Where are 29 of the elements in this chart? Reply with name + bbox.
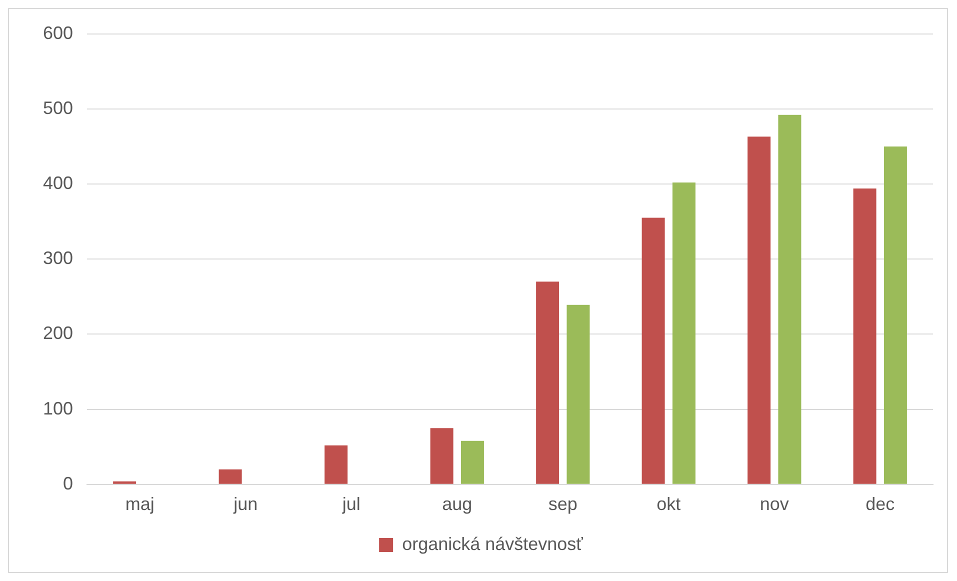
bar (113, 481, 136, 484)
x-tick-label: aug (442, 494, 472, 514)
bar (748, 136, 771, 484)
y-tick-label: 300 (42, 248, 74, 268)
x-tick-label: okt (656, 494, 681, 514)
bar (642, 218, 665, 484)
bar (430, 428, 454, 484)
bar (778, 114, 802, 484)
x-tick-label: maj (125, 494, 154, 514)
x-tick-label: jul (341, 494, 360, 514)
y-tick-label: 200 (42, 323, 74, 344)
x-tick-label: jun (232, 494, 258, 514)
x-tick-label: dec (866, 494, 895, 514)
y-tick-label: 400 (42, 172, 74, 193)
bar (853, 188, 876, 484)
legend-label: organická návštevnosť (402, 534, 584, 554)
bar (884, 146, 907, 484)
bar (324, 445, 348, 484)
bar (672, 182, 696, 484)
x-tick-label: nov (760, 494, 789, 514)
y-tick-label: 600 (42, 22, 74, 43)
y-tick-label: 500 (42, 98, 74, 118)
y-tick-label: 0 (63, 473, 74, 494)
x-tick-label: sep (548, 494, 578, 514)
bar (218, 469, 242, 484)
bar (566, 304, 590, 484)
y-tick-label: 100 (42, 398, 74, 418)
bar (460, 440, 484, 484)
bar (536, 282, 560, 484)
